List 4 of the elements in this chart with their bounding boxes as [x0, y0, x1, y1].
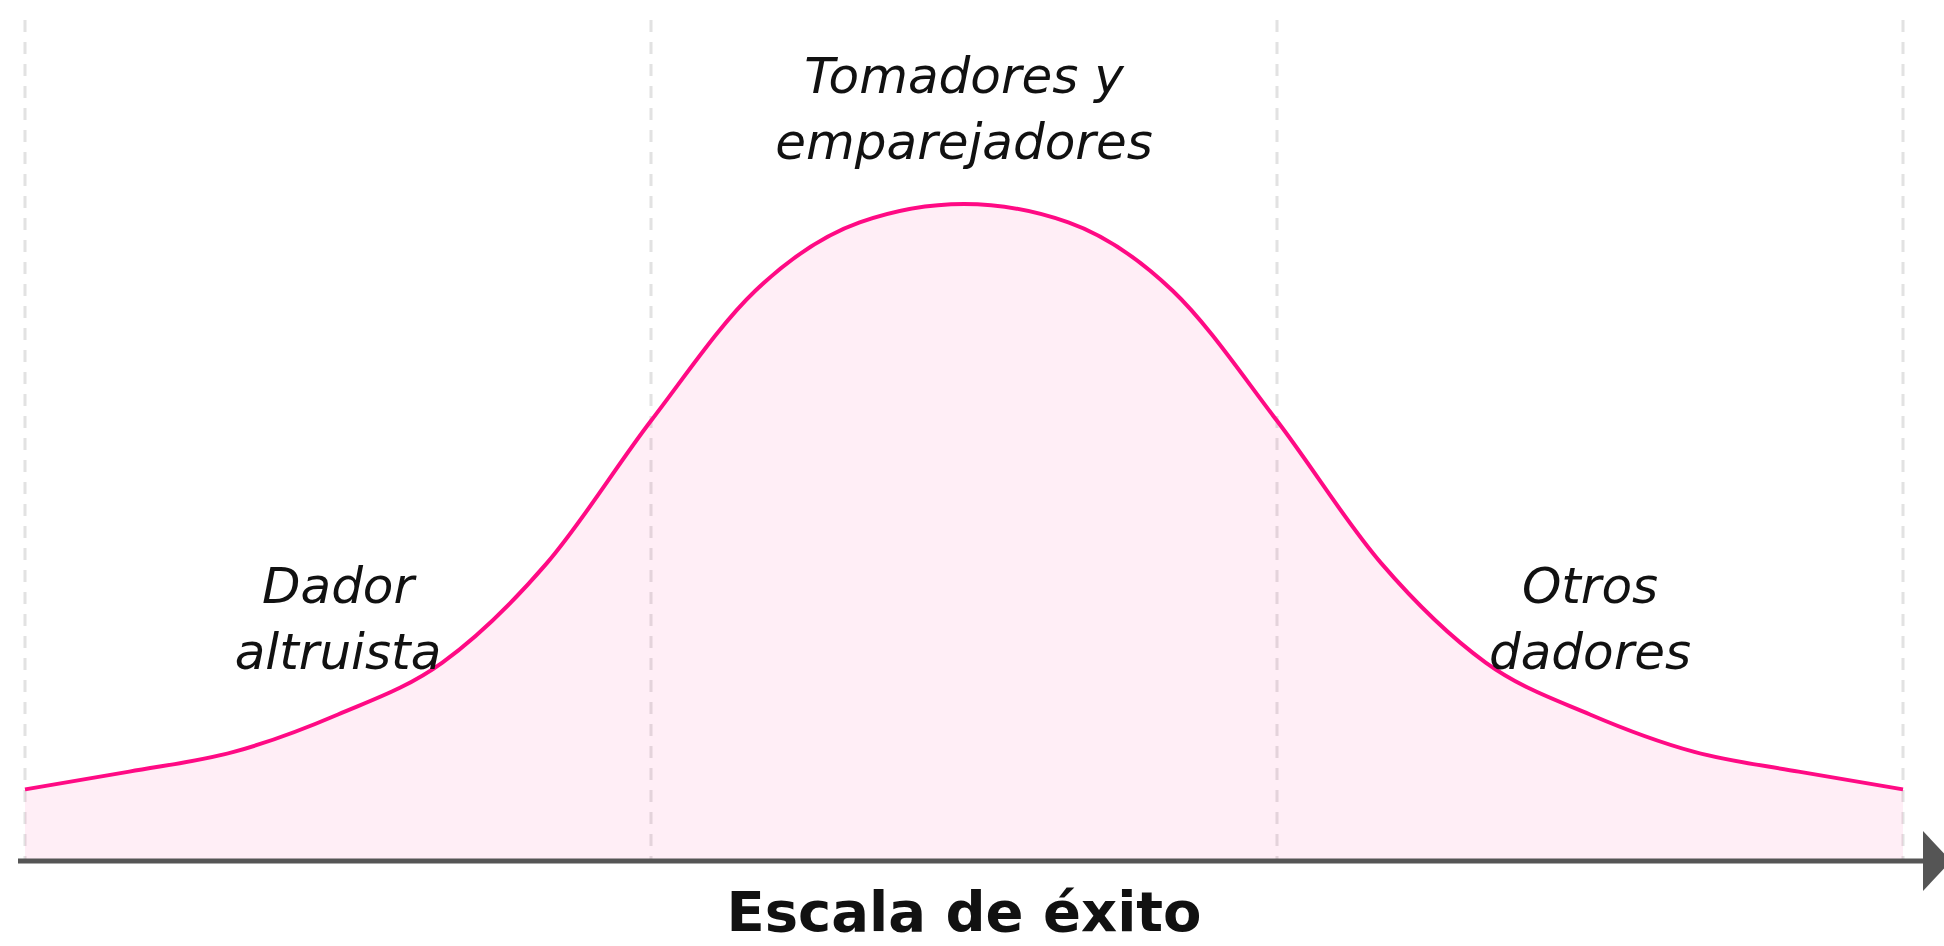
- annotation: Dador altruista: [234, 557, 442, 682]
- annotation: Otros dadores: [1488, 557, 1692, 682]
- text: Tomadores y emparejadores: [775, 47, 1153, 171]
- x-axis-title: Escala de éxito: [726, 879, 1202, 944]
